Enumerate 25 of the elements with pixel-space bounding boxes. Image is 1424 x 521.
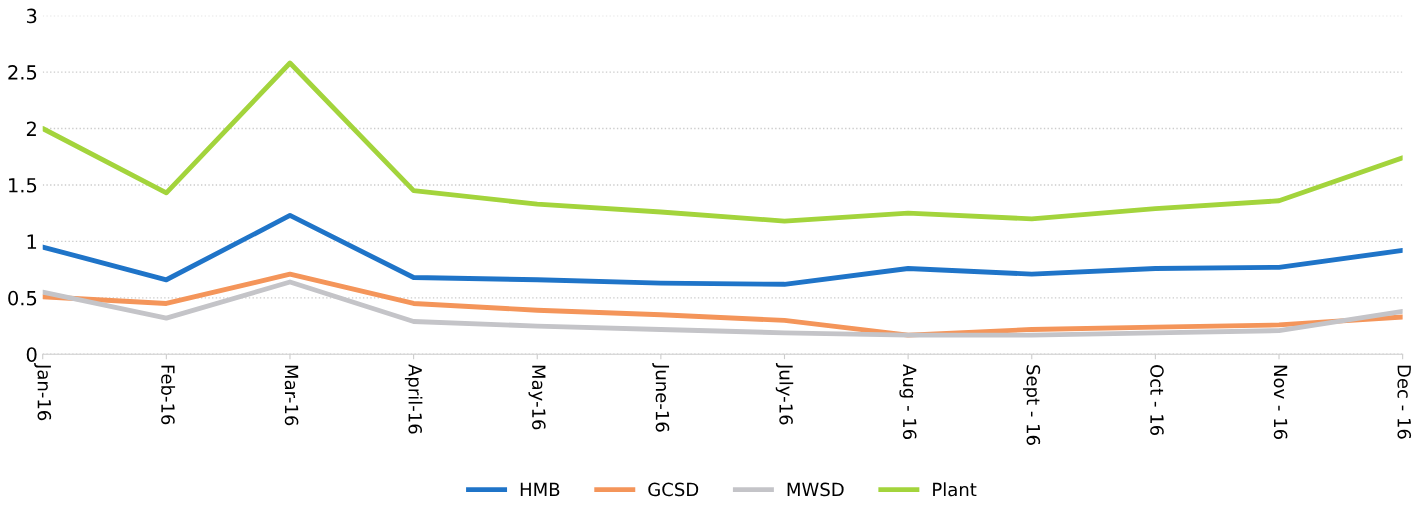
x-tick-label: June-16 [652, 363, 670, 432]
x-tick-label: Sept - 16 [1023, 365, 1041, 445]
y-tick-label: 1.5 [9, 178, 37, 193]
x-tick-label: Aug - 16 [899, 364, 917, 440]
x-tick-label: July-16 [775, 363, 794, 425]
x-tick-label: Dec - 16 [1397, 365, 1412, 439]
x-tick-label: Mar-16 [284, 365, 299, 426]
y-tick-label: 1 [27, 234, 37, 249]
line-series [42, 60, 1403, 224]
legend-label: Plant [933, 482, 977, 497]
legend-label: MWSD [787, 482, 844, 497]
x-tick-label: Nov - 16 [1273, 365, 1288, 440]
legend-label: GCSD [648, 482, 699, 497]
x-tick-label: April-16 [404, 364, 423, 434]
x-tick-label: May-16 [528, 365, 546, 430]
y-tick-label: 2 [26, 121, 36, 136]
y-tick-label: 0.5 [8, 290, 37, 306]
y-tick-label: 3 [26, 8, 37, 24]
x-tick-label: Oct - 16 [1150, 365, 1164, 436]
x-tick-label: Feb-16 [161, 365, 176, 425]
line-series [42, 213, 1403, 287]
legend-label: HMB [520, 482, 560, 496]
x-tick-label: Jan-16 [34, 363, 52, 421]
y-tick-label: 2.5 [8, 65, 37, 80]
y-tick-label: 0 [26, 347, 37, 362]
